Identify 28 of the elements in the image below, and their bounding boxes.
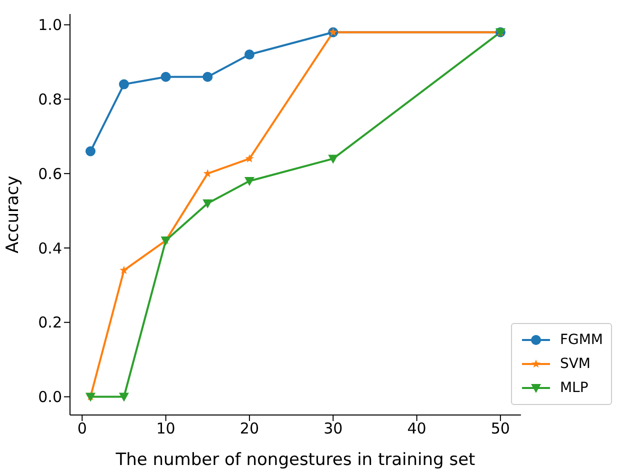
y-tick-label: 0.0 xyxy=(38,388,62,406)
y-axis-title: Accuracy xyxy=(3,176,24,254)
legend-label: SVM xyxy=(560,356,590,372)
point xyxy=(245,154,254,162)
x-tick-label: 20 xyxy=(240,420,259,438)
y-tick-label: 0.8 xyxy=(38,90,62,109)
y-tick-label: 0.2 xyxy=(38,314,62,332)
x-tick-label: 30 xyxy=(324,420,343,438)
y-tick-label: 0.6 xyxy=(38,164,62,183)
point xyxy=(202,72,213,82)
legend-label: FGMM xyxy=(560,332,603,348)
point xyxy=(160,72,171,82)
y-tick-label: 1.0 xyxy=(38,16,62,34)
point xyxy=(202,199,213,208)
x-tick-label: 50 xyxy=(490,420,510,438)
x-tick-label: 10 xyxy=(156,420,176,438)
point xyxy=(118,392,129,402)
legend-label: MLP xyxy=(560,380,588,396)
point xyxy=(244,177,254,186)
point xyxy=(328,154,338,164)
x-tick-label: 0 xyxy=(77,420,87,438)
point xyxy=(244,50,254,60)
y-tick-label: 0.4 xyxy=(38,239,62,258)
point xyxy=(118,79,129,90)
x-axis-title: The number of nongestures in training set xyxy=(114,450,476,470)
point xyxy=(85,146,96,156)
point xyxy=(120,266,128,274)
x-tick-label: 40 xyxy=(407,420,426,438)
